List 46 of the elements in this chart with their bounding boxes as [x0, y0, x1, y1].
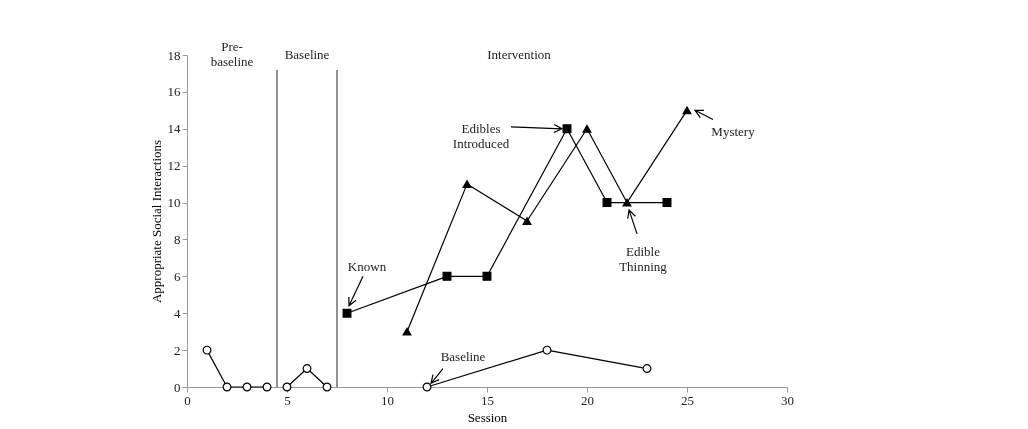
- legend-label: Mystery: [711, 124, 756, 140]
- y-tick-label: 2: [174, 342, 181, 358]
- x-tick-label: 25: [681, 392, 694, 408]
- point: [642, 364, 652, 374]
- point: [402, 327, 412, 336]
- y-tick-label: 12: [167, 158, 181, 174]
- y-tick-label: 4: [174, 305, 181, 321]
- y-tick-label: 16: [167, 84, 181, 100]
- point: [242, 382, 252, 392]
- x-tick-label: 30: [781, 392, 794, 408]
- series-label: Baseline: [440, 349, 486, 365]
- point: [682, 106, 692, 115]
- y-axis-title: Appropriate Social Interactions: [148, 139, 164, 304]
- point: [442, 271, 452, 281]
- x-tick-label: 5: [284, 392, 291, 408]
- point: [542, 345, 552, 355]
- y-tick-label: 6: [174, 268, 181, 284]
- point: [462, 180, 472, 189]
- annotation: Edibles Introduced: [452, 120, 510, 151]
- point: [562, 124, 572, 134]
- point: [662, 198, 672, 208]
- y-tick-label: 8: [174, 231, 181, 247]
- x-tick-label: 20: [581, 392, 594, 408]
- y-tick-label: 14: [167, 121, 181, 137]
- x-axis-title: Session: [467, 409, 508, 425]
- x-tick-label: 0: [184, 392, 191, 408]
- annotation: Intervention: [487, 47, 552, 62]
- point: [622, 198, 632, 207]
- y-tick-label: 10: [167, 195, 181, 211]
- annotation: Baseline: [284, 47, 330, 62]
- point: [522, 217, 532, 225]
- x-tick-label: 10: [381, 392, 394, 408]
- y-tick-label: 18: [167, 47, 181, 63]
- annotation: Pre-baseline: [210, 38, 254, 69]
- point: [482, 271, 492, 281]
- x-tick-label: 15: [481, 392, 494, 408]
- series-label: Known: [347, 259, 387, 275]
- point: [602, 198, 612, 208]
- point: [202, 345, 212, 355]
- point: [422, 382, 432, 392]
- point: [342, 308, 352, 318]
- point: [582, 124, 592, 133]
- point: [222, 382, 232, 392]
- y-tick-label: 0: [174, 379, 181, 395]
- annotation: Edible Thinning: [619, 244, 668, 275]
- point: [262, 382, 272, 392]
